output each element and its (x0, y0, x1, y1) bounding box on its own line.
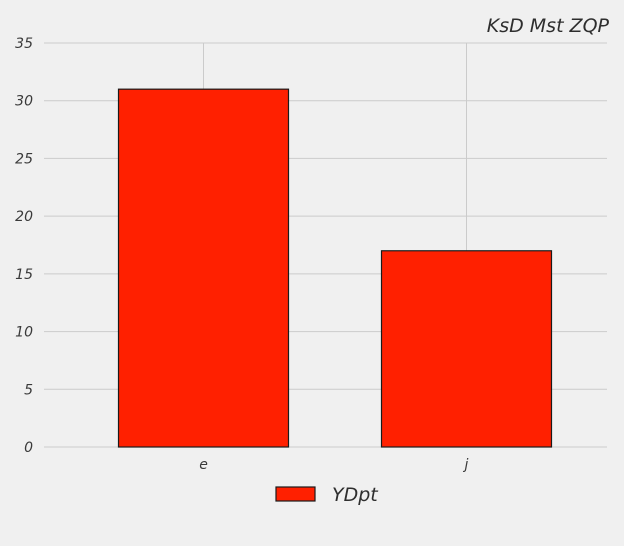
x-tick-label-e: e (199, 457, 208, 473)
y-tick-label-10: 10 (15, 325, 33, 341)
bars (117, 88, 553, 448)
y-tick-label-30: 30 (15, 94, 33, 110)
y-axis-tick-labels: 0 5 10 15 20 25 30 35 (15, 36, 33, 456)
y-tick-label-5: 5 (24, 382, 33, 398)
y-tick-label-15: 15 (15, 267, 33, 283)
y-tick-label-25: 25 (15, 151, 33, 167)
y-tick-label-35: 35 (15, 36, 33, 52)
y-tick-label-20: 20 (15, 209, 33, 225)
x-tick-label-j: j (463, 457, 469, 473)
legend-swatch-ydpt (275, 486, 316, 502)
bar-j (380, 250, 553, 448)
legend: YDpt (275, 484, 379, 506)
y-tick-label-0: 0 (24, 440, 33, 456)
legend-label-ydpt: YDpt (332, 484, 379, 506)
chart-title: KsD Mst ZQP (487, 15, 610, 37)
bar-e (117, 88, 290, 448)
